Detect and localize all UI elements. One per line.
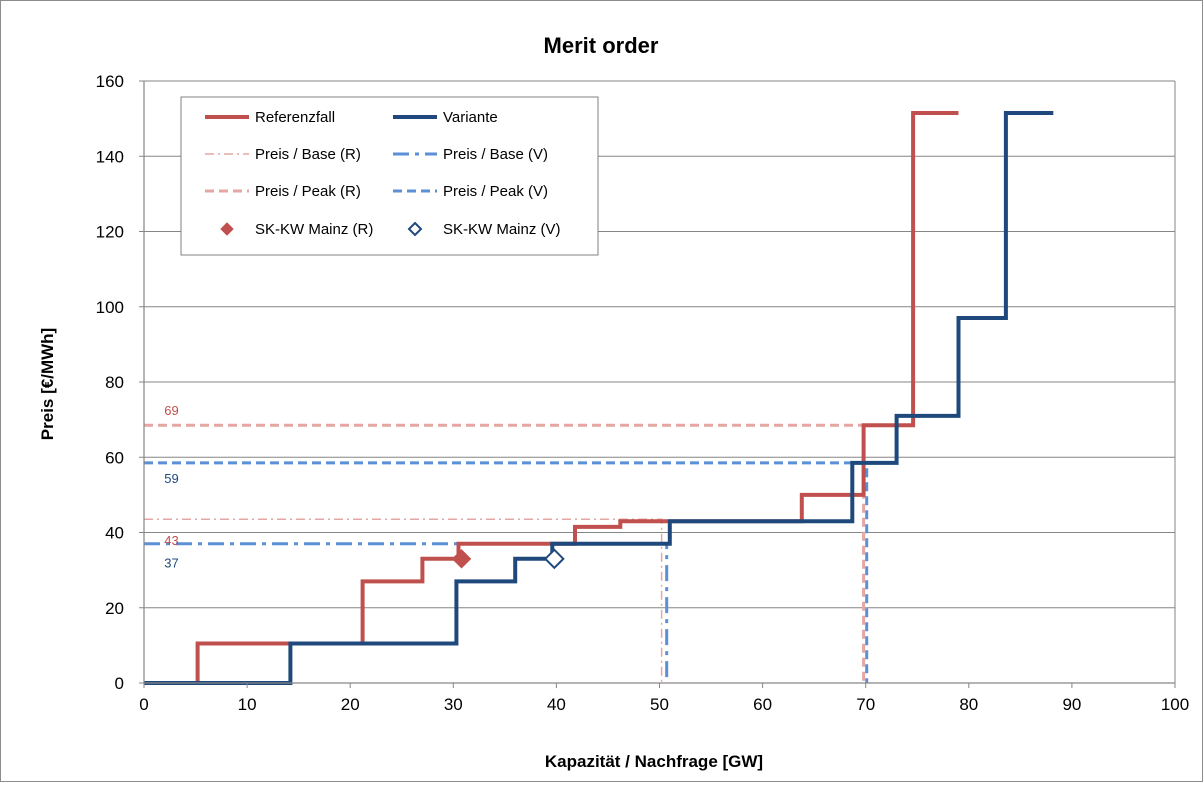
legend-variante-label: Variante (443, 109, 498, 126)
series-sk-kw-mainz-r-marker (451, 549, 472, 569)
x-tick-label-90: 90 (1062, 695, 1081, 714)
x-tick-label-50: 50 (650, 695, 669, 714)
legend-sk-kw-mainz-v-swatch (407, 221, 423, 237)
annotation-label-43: 43 (164, 533, 178, 548)
series-preis-peak-v-line (144, 461, 869, 683)
y-axis-label: Preis [€/MWh] (38, 328, 57, 440)
annotation-label-69: 69 (164, 403, 178, 418)
y-tick-label-120: 120 (96, 223, 124, 242)
x-tick-label-70: 70 (856, 695, 875, 714)
y-tick-label-100: 100 (96, 298, 124, 317)
legend-sk-kw-mainz-r-label: SK-KW Mainz (R) (255, 221, 373, 238)
legend-preis-base-r-label: Preis / Base (R) (255, 146, 361, 163)
x-tick-label-20: 20 (341, 695, 360, 714)
annotation-label-37: 37 (164, 556, 178, 571)
legend-preis-base-v-label: Preis / Base (V) (443, 146, 548, 163)
y-tick-label-60: 60 (105, 448, 124, 467)
x-tick-label-30: 30 (444, 695, 463, 714)
x-tick-label-80: 80 (959, 695, 978, 714)
series-preis-base-v-line (144, 542, 669, 683)
x-tick-label-40: 40 (547, 695, 566, 714)
y-tick-label-0: 0 (115, 674, 124, 693)
legend-sk-kw-mainz-v-label: SK-KW Mainz (V) (443, 221, 561, 238)
x-tick-label-0: 0 (139, 695, 148, 714)
x-axis-label: Kapazität / Nachfrage [GW] (545, 752, 763, 771)
annotation-label-59: 59 (164, 471, 178, 486)
series-referenzfall-line (144, 111, 959, 685)
legend-referenzfall-label: Referenzfall (255, 109, 335, 126)
x-tick-label-60: 60 (753, 695, 772, 714)
y-tick-label-140: 140 (96, 147, 124, 166)
y-tick-label-20: 20 (105, 599, 124, 618)
x-tick-label-10: 10 (238, 695, 257, 714)
legend-sk-kw-mainz-r-swatch (220, 222, 234, 236)
y-tick-label-80: 80 (105, 373, 124, 392)
x-tick-label-100: 100 (1161, 695, 1189, 714)
series-sk-kw-mainz-v-marker (543, 548, 565, 570)
series-variante-line (144, 111, 1054, 685)
y-tick-label-40: 40 (105, 524, 124, 543)
chart-title: Merit order (544, 33, 659, 58)
legend-preis-peak-v-label: Preis / Peak (V) (443, 183, 548, 200)
legend-preis-peak-r-label: Preis / Peak (R) (255, 183, 361, 200)
y-tick-label-160: 160 (96, 72, 124, 91)
legend-box (180, 96, 599, 256)
